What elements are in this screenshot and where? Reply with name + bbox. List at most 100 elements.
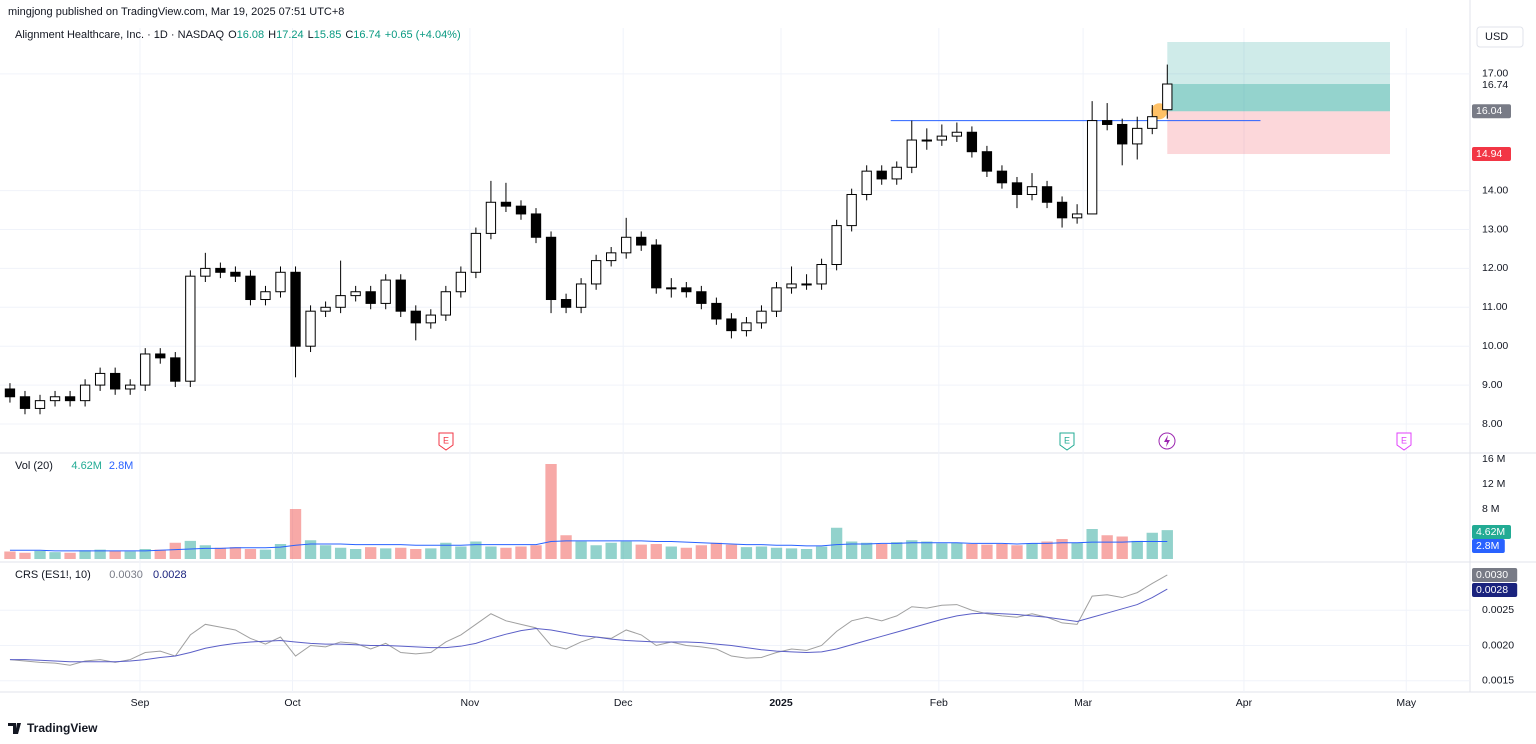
volume-bar bbox=[19, 552, 31, 559]
volume-bar bbox=[680, 547, 692, 559]
volume-bar bbox=[845, 541, 858, 559]
candle-body bbox=[94, 372, 106, 386]
legend-item: 2.8M bbox=[109, 460, 133, 472]
volume-bar bbox=[79, 550, 91, 559]
candle-body bbox=[1162, 83, 1173, 111]
volume-bar bbox=[380, 548, 392, 559]
candle-body bbox=[1026, 186, 1038, 195]
volume-bar bbox=[34, 550, 46, 559]
volume-bar bbox=[349, 549, 362, 559]
x-tick-label: Mar bbox=[1074, 697, 1093, 709]
price-tag-label: 2.8M bbox=[1476, 540, 1499, 552]
volume-bar bbox=[94, 549, 106, 559]
logo: TradingView bbox=[8, 721, 98, 735]
candle-body bbox=[861, 170, 872, 195]
volume-bar bbox=[695, 545, 708, 559]
candle-body bbox=[651, 244, 662, 289]
candle-body bbox=[666, 287, 677, 290]
volume-bar bbox=[906, 540, 918, 559]
price-tag-label: 4.62M bbox=[1476, 526, 1505, 538]
candle-body bbox=[170, 357, 181, 382]
volume-tick-label: 16 M bbox=[1482, 453, 1505, 465]
last-price: 16.74 bbox=[1482, 79, 1508, 91]
volume-bar bbox=[830, 527, 843, 559]
ohlc-value: 16.74 bbox=[353, 29, 381, 41]
currency-box[interactable] bbox=[1476, 26, 1524, 48]
candle-body bbox=[1086, 120, 1098, 215]
logo-text: TradingView bbox=[27, 721, 98, 735]
volume-bar bbox=[470, 541, 482, 559]
candle-body bbox=[260, 291, 271, 301]
event-label: E bbox=[1064, 435, 1070, 445]
volume-bar bbox=[1131, 540, 1143, 559]
candle-body bbox=[470, 232, 482, 273]
y-tick-label: 14.00 bbox=[1482, 184, 1508, 196]
candle-body bbox=[19, 396, 31, 409]
volume-bar bbox=[996, 544, 1008, 559]
volume-bar bbox=[304, 540, 317, 559]
candle-body bbox=[185, 275, 196, 382]
volume-bar bbox=[800, 549, 813, 559]
publisher: mingjong published on TradingView.com, M… bbox=[8, 6, 344, 18]
volume-bar bbox=[936, 543, 948, 559]
ohlc-value: 17.24 bbox=[276, 29, 304, 41]
candle-body bbox=[485, 201, 497, 234]
volume-bar bbox=[109, 550, 121, 559]
candle-body bbox=[110, 372, 121, 390]
ohlc-label: C bbox=[345, 29, 353, 41]
candle-body bbox=[966, 131, 978, 153]
volume-bar bbox=[966, 544, 978, 559]
candle-body bbox=[290, 271, 301, 347]
candle-body bbox=[125, 384, 136, 390]
y-tick-label: 12.00 bbox=[1482, 262, 1508, 274]
candle-body bbox=[64, 396, 76, 402]
candle-body bbox=[906, 139, 917, 168]
candle-body bbox=[500, 201, 512, 207]
volume-bar bbox=[139, 549, 151, 559]
event-icon bbox=[1396, 432, 1412, 451]
candle-body bbox=[320, 306, 331, 312]
candle-body bbox=[530, 213, 542, 238]
price-tag bbox=[1472, 147, 1511, 162]
volume-bar bbox=[485, 546, 497, 559]
y-tick-label: 9.00 bbox=[1482, 379, 1503, 391]
candle-body bbox=[771, 287, 782, 312]
volume-bar bbox=[575, 541, 587, 559]
price-tag-label: 16.04 bbox=[1476, 105, 1502, 117]
volume-bar bbox=[184, 540, 196, 559]
volume-bar bbox=[455, 546, 467, 559]
volume-bar bbox=[530, 545, 542, 559]
volume-tick-label: 8 M bbox=[1482, 503, 1500, 515]
x-tick-label: Dec bbox=[614, 697, 633, 709]
candle-body bbox=[350, 291, 361, 297]
candle-body bbox=[335, 295, 346, 308]
volume-bar bbox=[334, 547, 347, 559]
volume-bar bbox=[755, 546, 768, 559]
volume-bar bbox=[1041, 541, 1053, 559]
volume-bar bbox=[1116, 536, 1128, 559]
candle-body bbox=[395, 279, 406, 312]
open-pnl bbox=[1167, 84, 1390, 112]
volume-bar bbox=[4, 551, 16, 559]
candle-body bbox=[515, 205, 527, 215]
volume-bar bbox=[199, 545, 212, 559]
volume-bar bbox=[1026, 543, 1038, 559]
volume-bar bbox=[665, 546, 677, 559]
volume-bar bbox=[1011, 545, 1023, 559]
candle-body bbox=[545, 236, 557, 301]
candle-body bbox=[996, 170, 1008, 184]
volume-bar bbox=[725, 544, 738, 559]
volume-bar bbox=[274, 544, 287, 559]
candle-body bbox=[756, 310, 767, 324]
volume-bar bbox=[740, 547, 753, 559]
volume-bar bbox=[560, 535, 572, 559]
crs-line bbox=[9, 574, 1168, 666]
volume-bar bbox=[259, 549, 272, 559]
volume-bar bbox=[440, 542, 452, 559]
volume-bar bbox=[1101, 535, 1113, 559]
candle-body bbox=[1102, 120, 1113, 125]
candle-body bbox=[606, 252, 617, 262]
candle-body bbox=[49, 396, 61, 402]
candle-body bbox=[245, 275, 256, 301]
volume-bar bbox=[64, 552, 76, 559]
